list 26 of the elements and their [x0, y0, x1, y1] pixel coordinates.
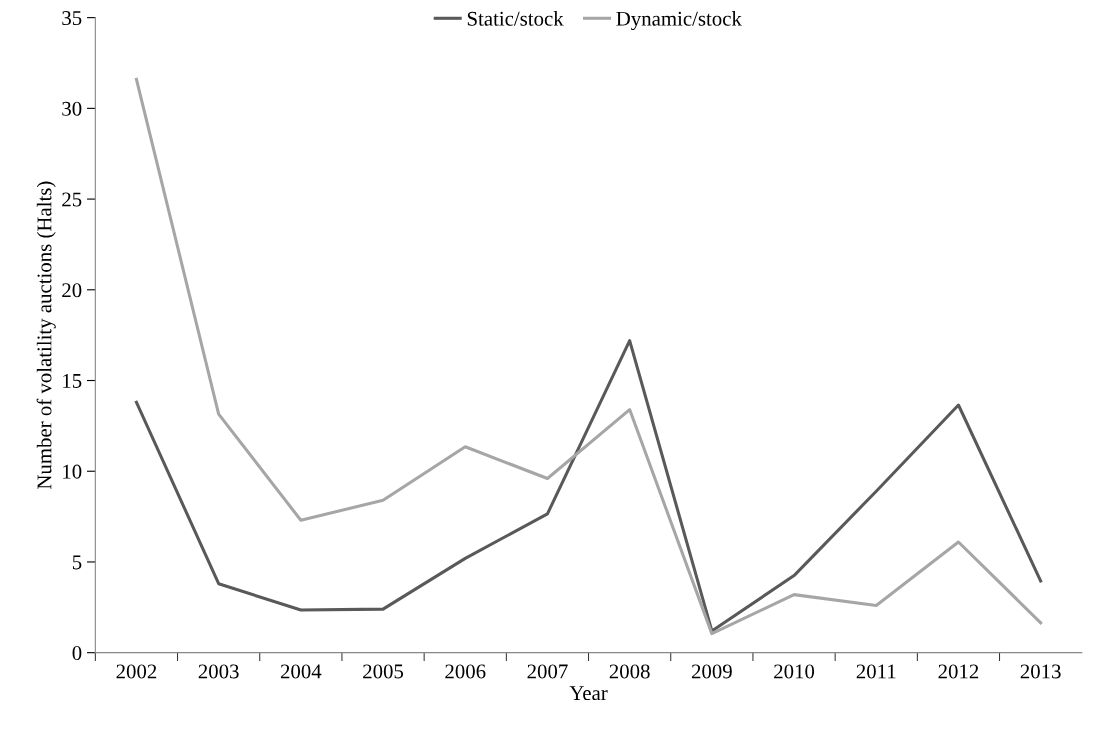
y-tick-label: 10	[63, 464, 82, 479]
x-tick-label: 2012	[938, 664, 979, 679]
y-tick-label: 35	[62, 11, 82, 26]
y-axis-title: Number of volatility auctions (Halts)	[36, 181, 56, 490]
y-tick-label: 30	[62, 101, 82, 116]
x-tick-label: 2011	[856, 664, 896, 679]
line-series	[134, 339, 1043, 633]
x-tick-label: 2008	[609, 664, 650, 679]
x-tick-label: 2010	[774, 664, 815, 679]
legend-label: Dynamic/stock	[616, 11, 742, 31]
y-tick-label: 5	[72, 555, 82, 570]
legend-label: Static/stock	[467, 11, 564, 26]
x-tick-label: 2003	[198, 664, 239, 679]
x-tick-label: 2009	[691, 664, 732, 679]
x-tick-label: 2013	[1020, 664, 1061, 679]
y-tick-label: 25	[62, 192, 82, 207]
x-tick-label: 2004	[280, 664, 322, 679]
y-tick-label: 15	[63, 373, 82, 388]
x-tick-label: 2002	[116, 664, 157, 679]
x-axis-title: Year	[569, 686, 608, 701]
x-tick-label: 2006	[445, 664, 486, 679]
x-tick-label: 2005	[363, 664, 404, 679]
y-tick-label: 20	[62, 283, 82, 298]
line-series	[134, 77, 1043, 636]
y-tick-label: 0	[72, 646, 82, 661]
x-tick-label: 2007	[527, 664, 568, 679]
